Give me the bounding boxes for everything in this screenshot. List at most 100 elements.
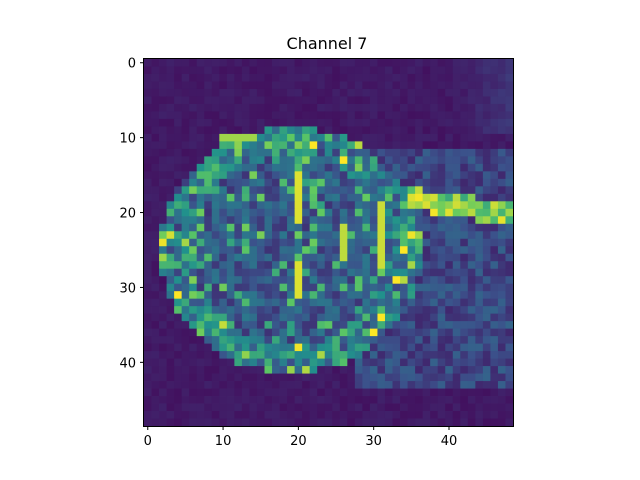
heatmap-pixel <box>482 156 491 165</box>
heatmap-pixel <box>234 238 243 247</box>
heatmap-pixel <box>189 328 198 337</box>
heatmap-pixel <box>377 351 386 359</box>
heatmap-pixel <box>264 81 273 90</box>
heatmap-pixel <box>422 163 431 172</box>
heatmap-pixel <box>475 178 484 187</box>
heatmap-pixel <box>234 336 243 345</box>
heatmap-pixel <box>309 126 318 135</box>
heatmap-pixel <box>362 291 371 300</box>
heatmap-pixel <box>384 276 393 285</box>
heatmap-pixel <box>234 96 243 105</box>
heatmap-pixel <box>415 298 424 307</box>
heatmap-pixel <box>460 306 469 315</box>
heatmap-pixel <box>272 201 280 210</box>
heatmap-pixel <box>241 59 250 67</box>
heatmap-pixel <box>226 396 235 404</box>
heatmap-pixel <box>302 163 311 172</box>
heatmap-pixel <box>384 373 393 382</box>
heatmap-pixel <box>159 118 167 127</box>
heatmap-pixel <box>377 88 386 97</box>
heatmap-pixel <box>226 73 235 82</box>
heatmap-pixel <box>204 366 213 374</box>
heatmap-pixel <box>264 403 273 412</box>
heatmap-pixel <box>430 133 439 142</box>
heatmap-pixel <box>151 313 160 322</box>
heatmap-pixel <box>166 351 175 359</box>
heatmap-pixel <box>415 208 424 217</box>
heatmap-pixel <box>241 81 250 90</box>
heatmap-pixel <box>400 253 408 262</box>
heatmap-pixel <box>204 178 213 187</box>
heatmap-pixel <box>279 216 288 225</box>
heatmap-pixel <box>144 246 152 255</box>
heatmap-pixel <box>369 351 378 359</box>
heatmap-pixel <box>460 276 469 285</box>
heatmap-pixel <box>377 156 386 165</box>
heatmap-pixel <box>181 96 190 105</box>
heatmap-pixel <box>272 366 280 374</box>
heatmap-pixel <box>377 216 386 225</box>
heatmap-pixel <box>482 418 491 427</box>
heatmap-pixel <box>415 201 424 210</box>
heatmap-pixel <box>407 396 416 404</box>
heatmap-pixel <box>189 336 198 345</box>
heatmap-pixel <box>339 321 348 330</box>
heatmap-pixel <box>226 66 235 75</box>
heatmap-pixel <box>241 411 250 419</box>
heatmap-pixel <box>437 156 446 165</box>
heatmap-pixel <box>490 321 499 330</box>
heatmap-pixel <box>159 291 167 300</box>
heatmap-pixel <box>369 291 378 300</box>
heatmap-pixel <box>256 216 265 225</box>
heatmap-pixel <box>354 238 363 247</box>
heatmap-pixel <box>264 373 273 382</box>
heatmap-pixel <box>317 148 326 157</box>
heatmap-pixel <box>475 403 484 412</box>
heatmap-pixel <box>415 73 424 82</box>
heatmap-pixel <box>347 276 356 285</box>
heatmap-pixel <box>272 253 280 262</box>
heatmap-pixel <box>452 141 461 150</box>
heatmap-pixel <box>151 351 160 359</box>
heatmap-pixel <box>475 328 484 337</box>
heatmap-pixel <box>324 246 333 255</box>
heatmap-pixel <box>347 141 356 150</box>
heatmap-pixel <box>151 403 160 412</box>
heatmap-pixel <box>264 313 273 322</box>
heatmap-pixel <box>415 141 424 150</box>
heatmap-pixel <box>241 381 250 389</box>
heatmap-pixel <box>151 231 160 240</box>
heatmap-pixel <box>445 306 454 315</box>
heatmap-pixel <box>256 238 265 247</box>
heatmap-pixel <box>460 351 469 359</box>
heatmap-pixel <box>362 306 371 315</box>
heatmap-pixel <box>392 193 401 202</box>
heatmap-pixel <box>196 366 205 374</box>
heatmap-pixel <box>241 193 250 202</box>
x-tick-label: 0 <box>144 434 152 449</box>
heatmap-pixel <box>332 328 341 337</box>
heatmap-pixel <box>234 178 243 187</box>
heatmap-pixel <box>400 351 408 359</box>
heatmap-pixel <box>189 66 198 75</box>
heatmap-pixel <box>445 96 454 105</box>
heatmap-pixel <box>226 156 235 165</box>
heatmap-pixel <box>407 373 416 382</box>
heatmap-pixel <box>181 126 190 135</box>
heatmap-pixel <box>181 118 190 127</box>
heatmap-pixel <box>174 411 183 419</box>
heatmap-pixel <box>369 388 378 397</box>
heatmap-pixel <box>174 88 183 97</box>
heatmap-pixel <box>219 418 228 427</box>
heatmap-pixel <box>144 343 152 352</box>
heatmap-pixel <box>437 411 446 419</box>
heatmap-pixel <box>400 411 408 419</box>
heatmap-pixel <box>347 238 356 247</box>
heatmap-pixel <box>264 253 273 262</box>
heatmap-pixel <box>452 336 461 345</box>
heatmap-pixel <box>159 343 167 352</box>
heatmap-pixel <box>264 208 273 217</box>
heatmap-pixel <box>400 343 408 352</box>
heatmap-pixel <box>482 283 491 292</box>
heatmap-pixel <box>407 261 416 270</box>
